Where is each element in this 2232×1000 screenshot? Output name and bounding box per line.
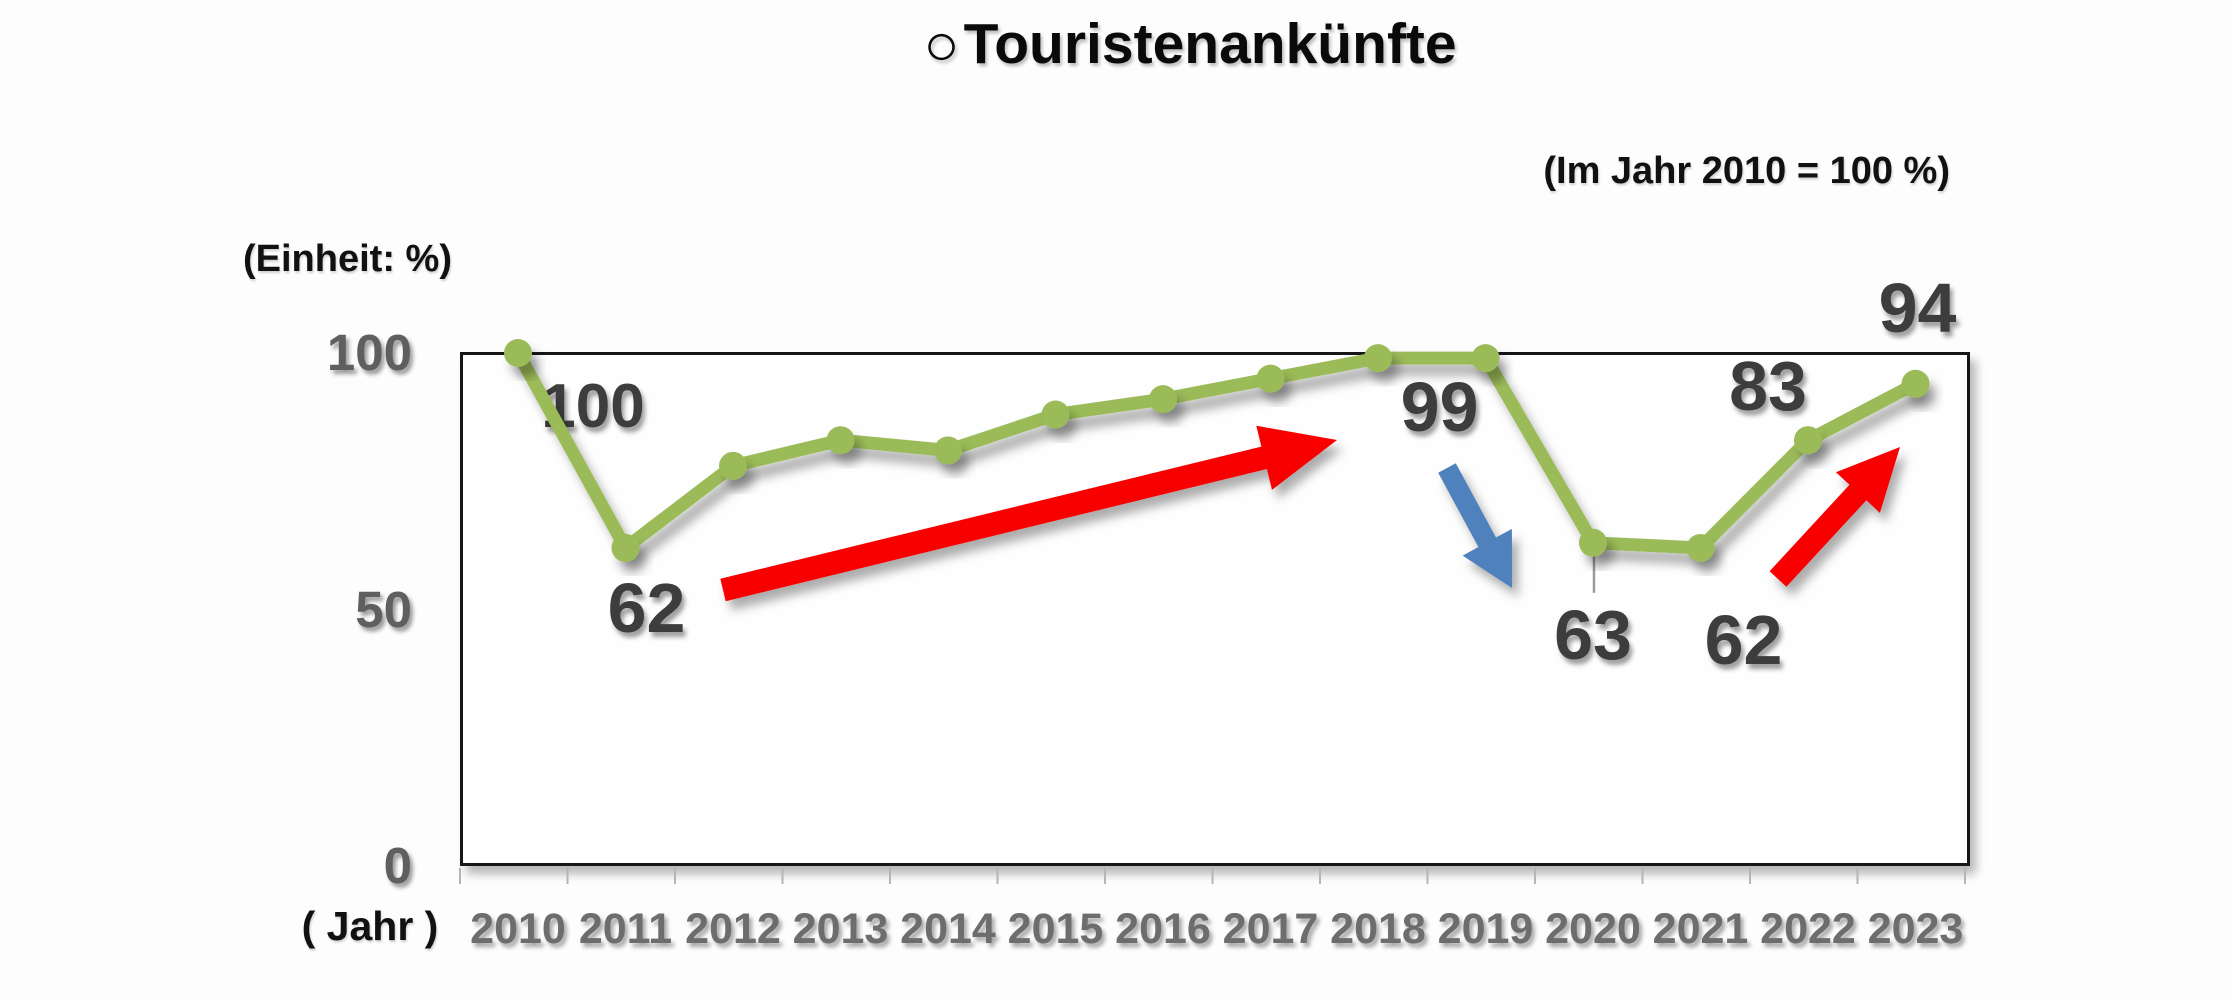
uptrend-arrow-2021-2023	[1769, 447, 1900, 587]
x-axis-year-label-2013: 2013	[792, 905, 889, 953]
data-point-2012	[719, 451, 747, 480]
annotation-arrows-group	[720, 425, 1900, 602]
data-label-2020: 63	[1554, 595, 1632, 674]
data-point-2016	[1149, 385, 1177, 414]
y-axis-tick-label-100: 100	[326, 324, 412, 381]
trend-line	[511, 346, 1922, 555]
data-point-2023	[1901, 369, 1930, 398]
data-point-2013	[826, 426, 855, 455]
x-axis-year-label-2019: 2019	[1437, 905, 1534, 953]
circle-bullet-icon: ○	[923, 11, 960, 78]
chart-title: ○Touristenankünfte	[74, 10, 2232, 79]
data-label-2023: 94	[1878, 268, 1957, 347]
x-axis-year-label-2022: 2022	[1760, 905, 1856, 953]
data-point-2020	[1579, 528, 1607, 557]
data-point-2019	[1471, 344, 1500, 373]
x-axis-year-label-2018: 2018	[1330, 905, 1426, 953]
chart-title-text: Touristenankünfte	[963, 12, 1457, 76]
x-axis-year-label-2011: 2011	[578, 905, 673, 953]
data-label-2011: 62	[607, 568, 686, 647]
downtrend-arrow-2019-2020	[1438, 463, 1512, 588]
y-axis-tick-label-50: 50	[355, 580, 412, 638]
x-axis-year-label-2016: 2016	[1115, 905, 1211, 953]
chart-subtitle: (Im Jahr 2010 = 100 %)	[1543, 150, 1950, 192]
data-label-2021: 62	[1704, 600, 1783, 679]
data-point-2010	[504, 339, 532, 367]
x-axis-year-label-2021: 2021	[1652, 905, 1749, 953]
data-label-2022: 83	[1729, 347, 1807, 426]
data-label-2019: 99	[1400, 368, 1479, 447]
data-point-2018	[1364, 344, 1392, 373]
y-axis-unit-label: (Einheit: %)	[243, 238, 452, 280]
data-point-2017	[1256, 364, 1285, 393]
data-point-2011	[611, 533, 640, 562]
x-axis-year-label-2014: 2014	[900, 905, 996, 953]
x-axis-year-label-2020: 2020	[1545, 905, 1641, 953]
x-axis-tick-marks	[459, 868, 1966, 884]
y-axis-tick-label-0: 0	[383, 837, 412, 894]
x-axis-year-label-2012: 2012	[685, 905, 781, 953]
data-point-2014	[934, 436, 962, 465]
x-axis-year-label-2023: 2023	[1867, 905, 1964, 953]
uptrend-arrow-2011-2018	[720, 425, 1337, 602]
data-point-2021	[1686, 533, 1715, 562]
x-axis-year-label-2015: 2015	[1007, 905, 1104, 953]
plot-area	[460, 352, 1970, 866]
x-axis-caption: ( Jahr )	[301, 903, 439, 949]
x-axis-year-label-2010: 2010	[470, 905, 566, 953]
data-point-2022	[1794, 426, 1822, 455]
data-point-2015	[1041, 400, 1070, 429]
x-axis-year-label-2017: 2017	[1222, 905, 1319, 953]
trend-line-group	[504, 339, 1930, 562]
